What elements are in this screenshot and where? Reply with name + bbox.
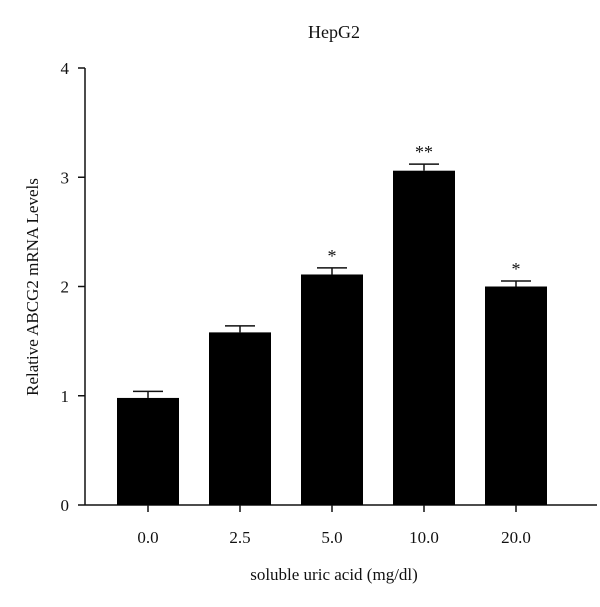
significance-marker: * [328,246,337,266]
x-tick-label: 2.5 [229,528,250,547]
x-tick-label: 20.0 [501,528,531,547]
y-axis-label: Relative ABCG2 mRNA Levels [23,178,42,396]
bar [301,274,363,505]
x-axis-label: soluble uric acid (mg/dl) [250,565,418,584]
x-tick-label: 5.0 [321,528,342,547]
bar [117,397,179,505]
y-tick-label: 2 [61,278,70,297]
y-tick-label: 3 [61,168,70,187]
bar [393,170,455,505]
plot-area: 0 1 2 3 4 0.0 2.5 5.0 * 10.0 ** 20.0 * [61,59,597,547]
x-tick-label: 10.0 [409,528,439,547]
bar [485,286,547,505]
y-tick-label: 4 [61,59,70,78]
chart-title: HepG2 [308,22,360,42]
y-tick-label: 0 [61,496,70,515]
y-tick-label: 1 [61,387,70,406]
significance-marker: ** [415,142,433,162]
bar [209,332,271,505]
x-tick-label: 0.0 [137,528,158,547]
significance-marker: * [512,259,521,279]
